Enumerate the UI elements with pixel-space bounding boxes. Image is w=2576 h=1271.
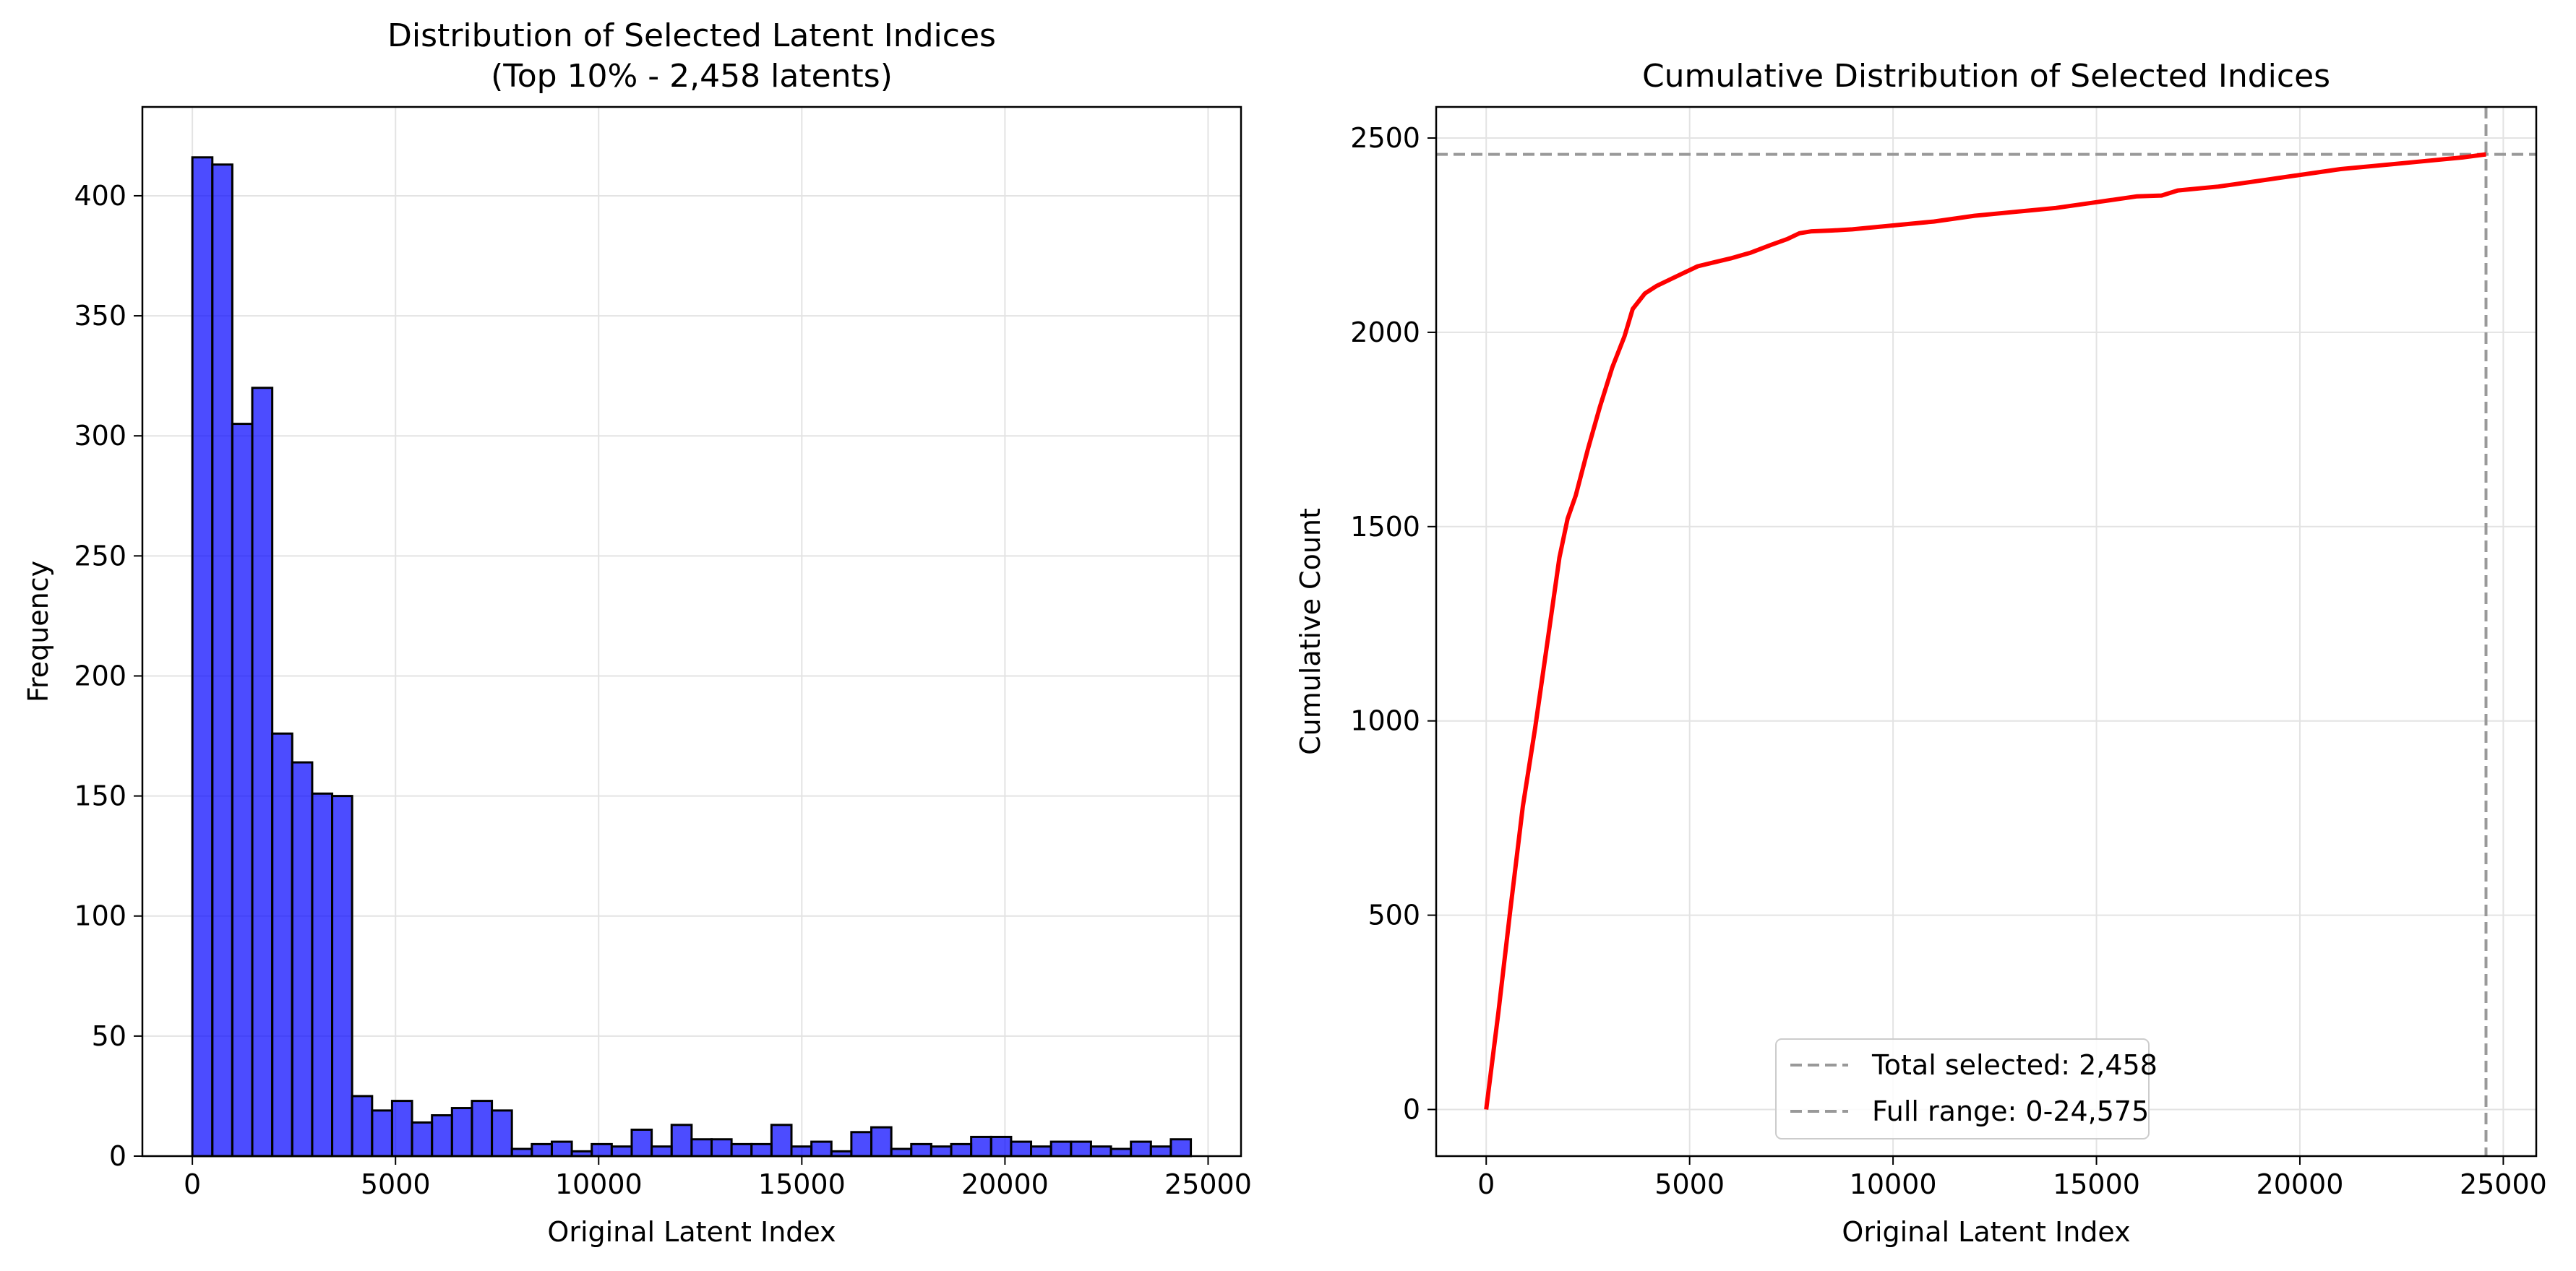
histogram-bar bbox=[550, 1140, 573, 1158]
histogram-x-axis-label: Original Latent Index bbox=[547, 1216, 836, 1248]
histogram-bar bbox=[331, 795, 353, 1158]
histogram-y-tick-label: 150 bbox=[74, 780, 126, 812]
histogram-bar bbox=[491, 1109, 513, 1158]
histogram-bar bbox=[371, 1109, 393, 1158]
histogram-bar bbox=[850, 1131, 873, 1158]
histogram-bar bbox=[1010, 1140, 1033, 1158]
histogram-bar bbox=[450, 1107, 473, 1158]
histogram-chart: 0 5000 10000 15000 20000 25000 0 50 100 150 200 25… bbox=[22, 17, 1252, 1248]
histogram-y-tick-label: 250 bbox=[74, 540, 126, 572]
histogram-y-tick-label: 0 bbox=[109, 1140, 126, 1172]
histogram-bar bbox=[870, 1126, 893, 1158]
histogram-bars bbox=[191, 156, 1193, 1158]
histogram-subtitle: (Top 10% - 2,458 latents) bbox=[491, 58, 893, 95]
histogram-bar bbox=[591, 1142, 613, 1158]
histogram-x-tick-label: 0 bbox=[184, 1168, 201, 1200]
cumulative-x-tick-label: 0 bbox=[1477, 1168, 1495, 1200]
cumulative-y-axis-label: Cumulative Count bbox=[1295, 508, 1326, 755]
histogram-bar bbox=[730, 1142, 753, 1158]
histogram-bar bbox=[1049, 1140, 1073, 1158]
histogram-bar bbox=[970, 1135, 992, 1158]
cumulative-x-tick-label: 25000 bbox=[2460, 1168, 2547, 1200]
cumulative-reference-lines bbox=[1436, 107, 2536, 1156]
histogram-bar bbox=[1070, 1140, 1092, 1158]
histogram-bar bbox=[989, 1135, 1013, 1158]
cumulative-y-tick-label: 2500 bbox=[1350, 122, 1420, 154]
histogram-bar bbox=[1149, 1145, 1172, 1158]
legend: Total selected: 2,458 Full range: 0-24,5… bbox=[1775, 1038, 2158, 1139]
cumulative-x-ticks: 0 5000 10000 15000 20000 25000 bbox=[1477, 1156, 2547, 1200]
histogram-y-ticks: 0 50 100 150 200 250 300 350 400 bbox=[74, 180, 142, 1172]
histogram-y-tick-label: 100 bbox=[74, 900, 126, 932]
histogram-bar bbox=[291, 761, 314, 1158]
cumulative-y-tick-label: 0 bbox=[1403, 1093, 1420, 1125]
histogram-bar bbox=[1169, 1138, 1193, 1158]
histogram-x-tick-label: 25000 bbox=[1164, 1168, 1252, 1200]
histogram-title: Distribution of Selected Latent Indices bbox=[387, 17, 996, 54]
histogram-bar bbox=[411, 1121, 434, 1158]
histogram-bar bbox=[351, 1095, 374, 1158]
histogram-bar bbox=[610, 1145, 633, 1158]
cumulative-x-tick-label: 15000 bbox=[2053, 1168, 2140, 1200]
histogram-bar bbox=[1130, 1140, 1152, 1158]
histogram-bar bbox=[471, 1100, 494, 1158]
histogram-bar bbox=[770, 1124, 793, 1158]
cumulative-x-tick-label: 5000 bbox=[1654, 1168, 1725, 1200]
histogram-bar bbox=[1089, 1145, 1112, 1158]
histogram-x-tick-label: 10000 bbox=[555, 1168, 643, 1200]
cumulative-y-tick-label: 1500 bbox=[1350, 511, 1420, 543]
histogram-bar bbox=[510, 1147, 533, 1158]
histogram-x-tick-label: 15000 bbox=[758, 1168, 846, 1200]
histogram-y-tick-label: 200 bbox=[74, 660, 126, 691]
histogram-bar bbox=[670, 1124, 693, 1158]
histogram-bar bbox=[271, 732, 293, 1158]
histogram-y-tick-label: 300 bbox=[74, 420, 126, 452]
histogram-bar bbox=[910, 1142, 932, 1158]
histogram-bar bbox=[231, 423, 254, 1158]
histogram-bar bbox=[790, 1145, 813, 1158]
cumulative-grid bbox=[1436, 107, 2536, 1156]
cumulative-y-ticks: 0 500 1000 1500 2000 2500 bbox=[1350, 122, 1436, 1125]
histogram-bar bbox=[390, 1100, 413, 1158]
histogram-bar bbox=[251, 387, 274, 1158]
histogram-x-tick-label: 20000 bbox=[961, 1168, 1049, 1200]
histogram-bar bbox=[929, 1145, 953, 1158]
histogram-bar bbox=[431, 1114, 453, 1158]
cumulative-plot-frame bbox=[1435, 105, 2538, 1158]
histogram-bar bbox=[1109, 1147, 1133, 1158]
histogram-bar bbox=[191, 156, 214, 1158]
histogram-y-tick-label: 50 bbox=[92, 1020, 126, 1052]
cumulative-y-tick-label: 500 bbox=[1368, 900, 1420, 931]
histogram-bar bbox=[311, 792, 334, 1158]
cumulative-y-tick-label: 1000 bbox=[1350, 705, 1420, 737]
histogram-y-tick-label: 350 bbox=[74, 300, 126, 332]
cumulative-title: Cumulative Distribution of Selected Indi… bbox=[1642, 58, 2330, 95]
legend-box bbox=[1775, 1038, 2150, 1139]
histogram-bar bbox=[750, 1142, 773, 1158]
histogram-bar bbox=[710, 1138, 733, 1158]
histogram-bar bbox=[211, 163, 233, 1158]
histogram-y-tick-label: 400 bbox=[74, 180, 126, 212]
histogram-x-ticks: 0 5000 10000 15000 20000 25000 bbox=[184, 1156, 1252, 1200]
cumulative-chart: 0 5000 10000 15000 20000 25000 0 500 1000 1500 20… bbox=[1295, 58, 2547, 1248]
histogram-bar bbox=[630, 1128, 653, 1158]
cumulative-x-axis-label: Original Latent Index bbox=[1842, 1216, 2130, 1248]
histogram-x-tick-label: 5000 bbox=[361, 1168, 431, 1200]
histogram-bar bbox=[810, 1140, 833, 1158]
histogram-bar bbox=[1030, 1145, 1052, 1158]
cumulative-y-tick-label: 2000 bbox=[1350, 316, 1420, 348]
cumulative-x-tick-label: 10000 bbox=[1850, 1168, 1937, 1200]
histogram-bar bbox=[950, 1142, 973, 1158]
histogram-plot-frame bbox=[141, 105, 1242, 1158]
cumulative-x-tick-label: 20000 bbox=[2257, 1168, 2344, 1200]
histogram-bar bbox=[651, 1145, 673, 1158]
histogram-y-axis-label: Frequency bbox=[22, 561, 54, 702]
legend-label-range: Full range: 0-24,575 bbox=[1872, 1095, 2149, 1127]
legend-label-total: Total selected: 2,458 bbox=[1871, 1049, 2158, 1081]
histogram-bar bbox=[531, 1142, 553, 1158]
histogram-bar bbox=[890, 1147, 913, 1158]
cumulative-series-line bbox=[1484, 152, 2486, 1110]
histogram-bar bbox=[690, 1138, 713, 1158]
